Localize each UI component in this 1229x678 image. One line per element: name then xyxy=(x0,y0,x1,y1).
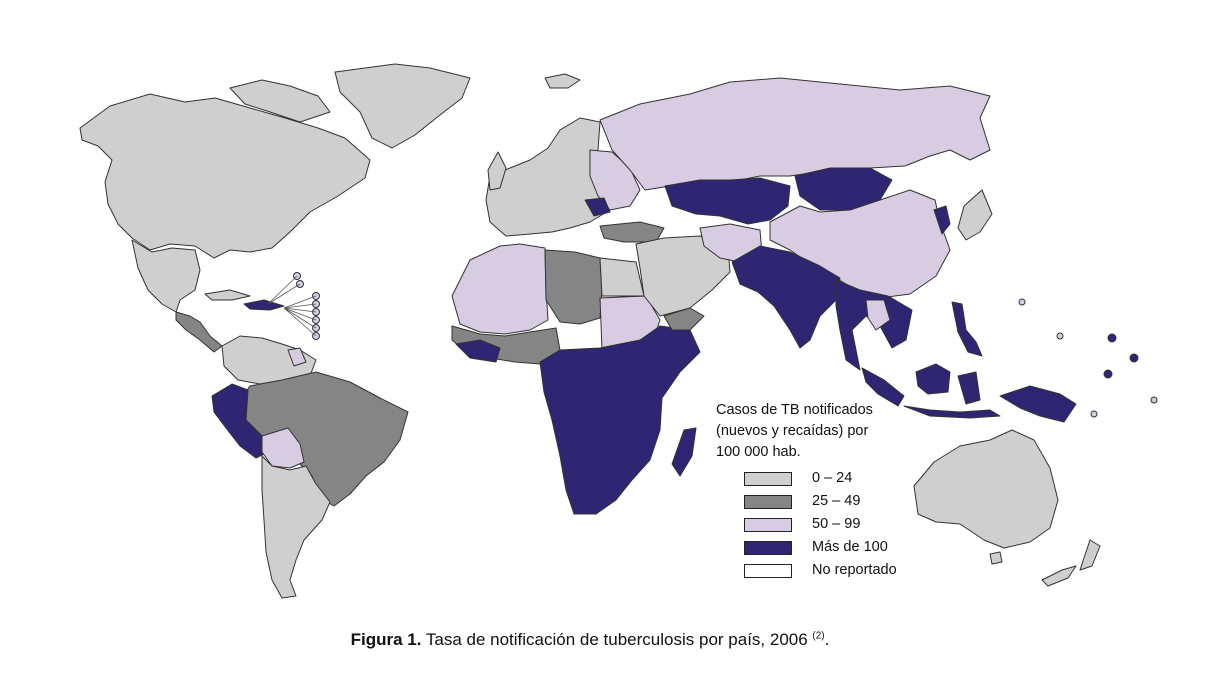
legend-title-line: (nuevos y recaídas) por xyxy=(716,423,869,439)
region-tasmania xyxy=(989,551,1003,565)
region-egypt xyxy=(599,257,645,297)
legend-label: 50 – 99 xyxy=(812,516,861,532)
region-australia xyxy=(913,429,1059,549)
region-central-asia xyxy=(664,177,791,225)
legend-title-line: Casos de TB notificados xyxy=(716,402,873,418)
region-north-america xyxy=(79,93,371,259)
caption-text: Tasa de notificación de tuberculosis por… xyxy=(421,630,813,649)
legend-item: No reportado xyxy=(744,560,897,581)
region-romania xyxy=(584,197,611,217)
region-madagascar xyxy=(671,427,697,477)
region-pacific-island xyxy=(1129,353,1139,363)
legend-swatch xyxy=(744,471,792,486)
region-south-asia xyxy=(731,245,841,349)
region-cuba xyxy=(204,289,251,301)
region-philippines xyxy=(951,301,983,357)
legend-label: No reportado xyxy=(812,562,897,578)
region-russia xyxy=(599,77,991,191)
region-korea xyxy=(933,205,951,235)
region-pacific-island xyxy=(1056,332,1064,340)
region-north-africa-west xyxy=(451,243,549,335)
region-arctic-islands xyxy=(229,79,331,123)
caption-reference: (2) xyxy=(812,630,825,642)
region-middle-east xyxy=(635,235,731,317)
legend-swatch xyxy=(744,563,792,578)
legend-item: Más de 100 xyxy=(744,537,888,558)
legend-label: 0 – 24 xyxy=(812,470,853,486)
caption-end: . xyxy=(824,630,830,649)
region-iceland xyxy=(544,73,581,89)
region-guianas xyxy=(287,347,307,367)
region-pacific-island xyxy=(1103,369,1113,379)
region-pacific-island xyxy=(1150,396,1158,404)
legend-label: 25 – 49 xyxy=(812,493,861,509)
legend-swatch xyxy=(744,517,792,532)
region-northern-south-america xyxy=(221,335,317,385)
region-new-zealand xyxy=(1041,539,1101,587)
figure-caption: Figura 1. Tasa de notificación de tuberc… xyxy=(0,630,1180,650)
legend-item: 50 – 99 xyxy=(744,514,860,535)
legend-title-line: 100 000 hab. xyxy=(716,444,801,460)
map-legend: Casos de TB notificados (nuevos y recaíd… xyxy=(716,400,916,578)
region-pacific-island xyxy=(1090,410,1098,418)
region-mexico xyxy=(131,239,201,313)
region-greenland xyxy=(334,63,471,149)
region-bolivia xyxy=(261,427,305,469)
region-west-africa-coast xyxy=(455,339,501,363)
region-pacific-island xyxy=(1018,298,1026,306)
legend-title: Casos de TB notificados (nuevos y recaíd… xyxy=(716,400,916,463)
region-north-africa-mid xyxy=(544,249,603,325)
legend-swatch xyxy=(744,540,792,555)
region-arabia-south xyxy=(663,307,705,331)
region-indonesia xyxy=(861,363,1077,423)
legend-swatch xyxy=(744,494,792,509)
region-caribbean xyxy=(243,299,285,311)
region-sub-saharan-africa xyxy=(539,325,701,515)
region-southern-cone xyxy=(261,455,331,599)
legend-item: 25 – 49 xyxy=(744,491,860,512)
region-japan xyxy=(957,189,993,241)
region-turkey xyxy=(599,221,665,243)
region-pacific-island xyxy=(1107,333,1117,343)
region-thailand xyxy=(865,299,891,331)
region-central-america xyxy=(175,311,223,353)
legend-item: 0 – 24 xyxy=(744,468,852,489)
caption-figure-number: Figura 1. xyxy=(350,630,422,649)
legend-label: Más de 100 xyxy=(812,539,888,555)
region-uk xyxy=(487,151,507,191)
